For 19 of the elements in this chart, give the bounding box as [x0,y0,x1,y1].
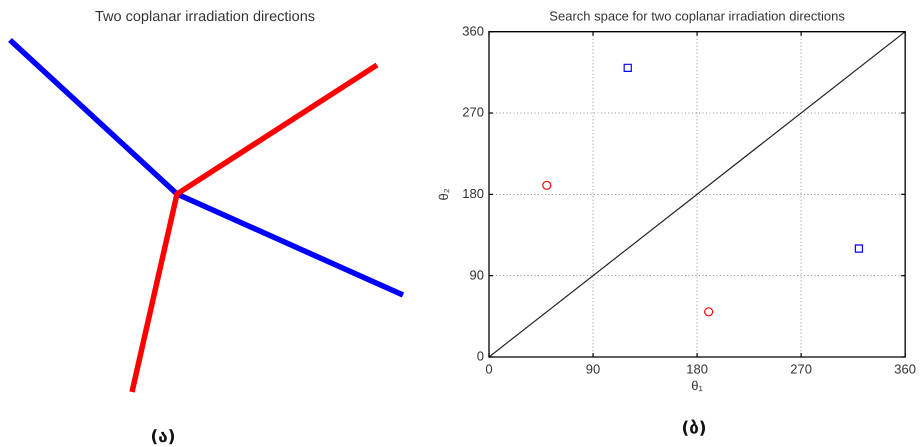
y-tick-label: 360 [462,23,484,38]
point [542,180,552,190]
text: (ა) [150,427,176,447]
x-tick-label: 360 [894,361,916,376]
point [624,64,632,72]
x-tick-label: 180 [686,361,708,376]
text: (ბ) [681,418,707,438]
x-axis-title: θ₁ [691,378,704,394]
chart-title: Search space for two coplanar irradiation directions [549,8,846,24]
x-tick-label: 90 [586,361,600,376]
x-tick-label: 270 [790,361,812,376]
point [854,244,864,253]
y-tick-label: 0 [476,348,484,364]
y-tick-label: 180 [462,186,484,201]
text: Two coplanar irradiation directions [94,9,316,25]
y-axis-title: θ₂ [436,188,451,200]
y-tick-label: 90 [470,267,484,282]
point [704,307,714,316]
y-tick-label: 270 [462,104,484,120]
